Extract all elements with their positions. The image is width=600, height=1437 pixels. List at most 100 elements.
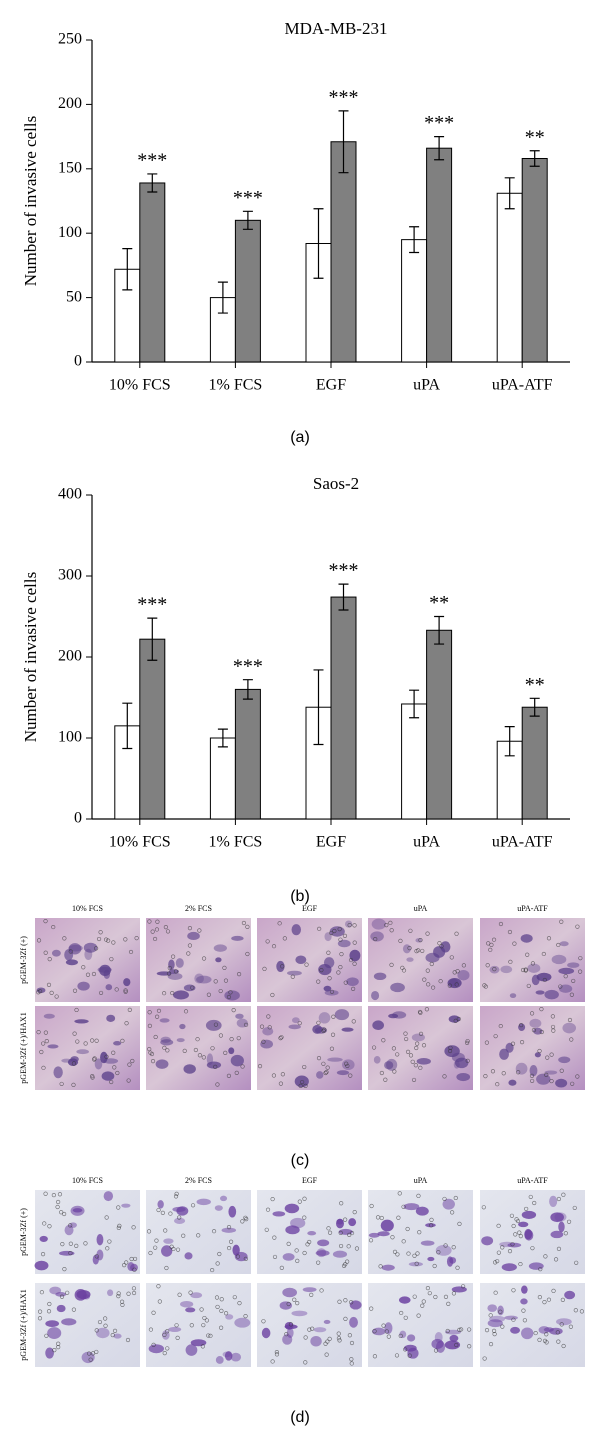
pore (390, 1235, 395, 1240)
pore (331, 1014, 336, 1019)
cell (329, 926, 345, 937)
x-tick-label: 10% FCS (109, 834, 171, 851)
pore (162, 1351, 167, 1356)
pore (563, 974, 568, 979)
pore (574, 1260, 579, 1265)
cell (415, 1206, 429, 1216)
cell (455, 1057, 469, 1069)
bar (330, 596, 357, 820)
cell (162, 1330, 170, 1340)
pore (399, 1310, 404, 1316)
pore (338, 1230, 343, 1235)
pore (124, 1260, 129, 1265)
pore (482, 983, 487, 988)
pore (327, 1230, 333, 1235)
pore (49, 990, 54, 996)
pore (267, 1025, 272, 1030)
pore (425, 1285, 431, 1291)
pore (272, 1235, 277, 1240)
pore (149, 1051, 155, 1057)
pore (146, 1229, 152, 1234)
pore (226, 1245, 232, 1251)
pore (240, 1064, 245, 1069)
significance-label: *** (329, 86, 359, 108)
cell (183, 1064, 196, 1074)
pore (488, 1313, 493, 1318)
cell (196, 975, 212, 984)
pore (372, 1354, 378, 1359)
pore (563, 1231, 568, 1236)
cell (416, 1058, 431, 1065)
y-tick-label: 300 (58, 567, 82, 584)
pore (187, 943, 193, 948)
pore (433, 1294, 438, 1300)
column-label: uPA-ATF (517, 1176, 548, 1185)
pore (160, 1210, 165, 1215)
pore (153, 1245, 158, 1250)
cell (70, 1205, 85, 1216)
cell (225, 1314, 234, 1320)
cell (272, 1211, 286, 1217)
pore (336, 1331, 341, 1336)
cell (113, 1333, 122, 1339)
pore (439, 944, 444, 949)
cell (381, 1264, 395, 1271)
pore (337, 927, 342, 932)
cell (567, 962, 580, 968)
pore (109, 957, 114, 962)
cell (489, 965, 500, 974)
cell (224, 990, 240, 1001)
pore (189, 1323, 194, 1328)
pore (405, 1226, 410, 1232)
pore (514, 1217, 519, 1222)
pore (297, 1199, 302, 1204)
pore (107, 1239, 112, 1244)
pore (201, 956, 207, 961)
pore (131, 1290, 137, 1296)
column-label: 10% FCS (72, 904, 103, 913)
pore (495, 1082, 500, 1087)
cell (282, 1334, 293, 1345)
bar (234, 219, 261, 363)
pore (498, 921, 504, 927)
pore (351, 1019, 356, 1024)
pore (46, 982, 52, 987)
cell (307, 1231, 317, 1236)
cell (206, 1061, 222, 1069)
cell (534, 1052, 541, 1058)
y-tick-label: 200 (58, 95, 82, 112)
error-bar (409, 689, 420, 719)
significance-label: *** (137, 150, 167, 172)
pore (122, 1262, 127, 1268)
cell (559, 984, 573, 993)
error-bar (242, 210, 253, 230)
cell (160, 1039, 174, 1046)
cell (292, 1017, 300, 1024)
cell (302, 1287, 317, 1293)
pore (44, 1333, 49, 1338)
pore (459, 1327, 464, 1332)
pore (211, 1229, 217, 1234)
pore (538, 1267, 543, 1272)
pore (236, 1036, 241, 1041)
cell (95, 1327, 110, 1339)
pore (62, 936, 67, 941)
pore (206, 992, 211, 997)
pore (496, 1223, 501, 1228)
cell (157, 1200, 164, 1209)
micrograph (257, 918, 362, 1002)
pore (193, 1047, 198, 1053)
cell (318, 1012, 331, 1024)
pore (412, 1294, 417, 1299)
cell (332, 1250, 348, 1258)
cell (76, 1049, 89, 1055)
pore (336, 1336, 342, 1341)
cell (527, 963, 541, 973)
micrograph (257, 1283, 362, 1367)
column-label: EGF (302, 1176, 318, 1185)
pore (512, 941, 517, 946)
pore (170, 990, 175, 996)
pore (388, 920, 393, 925)
pore (349, 1230, 355, 1236)
error-bar (338, 583, 349, 611)
